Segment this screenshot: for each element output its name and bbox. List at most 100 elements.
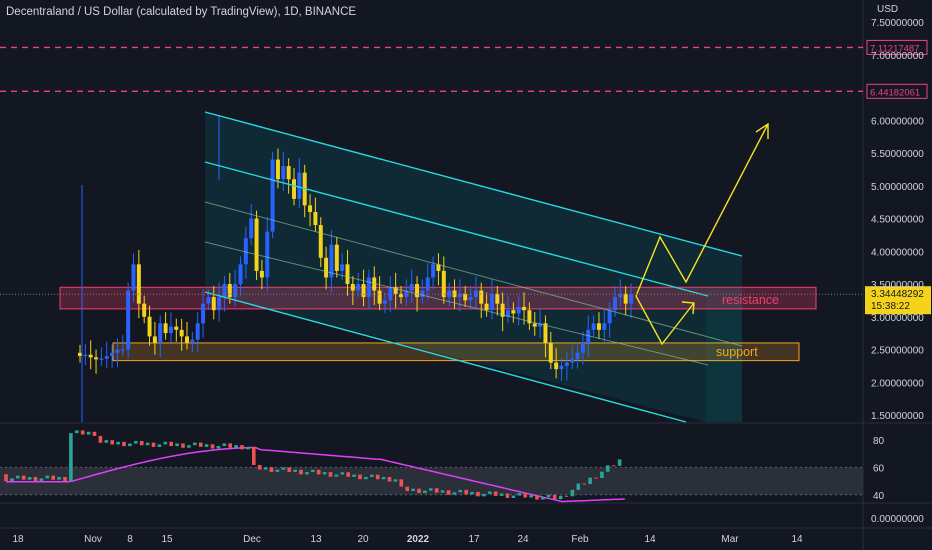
rsi-candle <box>45 475 50 479</box>
rsi-candle <box>116 441 120 445</box>
candle-body <box>179 329 184 337</box>
candle-body <box>613 297 617 311</box>
rsi-candle <box>299 469 303 475</box>
candle-body <box>372 277 377 291</box>
candle-body <box>484 303 489 311</box>
rsi-candle <box>51 475 55 480</box>
candle-body <box>126 290 131 350</box>
candle-body <box>356 284 361 291</box>
channel-fill <box>205 112 742 422</box>
rsi-candle <box>216 445 221 449</box>
level-price-tag <box>866 39 928 55</box>
rsi-candle <box>452 492 457 495</box>
rsi-candle <box>63 476 67 482</box>
candle-body <box>195 323 200 340</box>
candle-body <box>190 339 195 343</box>
rsi-candle <box>57 476 61 480</box>
currency-label: USD <box>877 4 899 15</box>
time-tick-label: 18 <box>12 534 24 545</box>
rsi-candle <box>128 443 132 447</box>
rsi-candle <box>570 489 575 497</box>
candle-body <box>147 316 152 337</box>
rsi-candle <box>204 444 209 447</box>
candle-body <box>382 300 387 304</box>
time-tick-label: 24 <box>517 534 529 545</box>
rsi-candle <box>381 477 386 480</box>
candle-body <box>115 349 120 353</box>
rsi-candle <box>104 440 109 443</box>
rsi-candle <box>163 441 168 445</box>
candle-body <box>591 323 596 330</box>
rsi-candle <box>547 494 551 498</box>
rsi-candle <box>80 430 85 435</box>
time-tick-label: Feb <box>571 534 589 545</box>
rsi-candle <box>175 443 179 447</box>
candle-body <box>548 342 553 363</box>
resistance-label: resistance <box>722 293 779 307</box>
rsi-candle <box>558 495 563 500</box>
rsi-candle <box>181 443 185 448</box>
candle-body <box>431 264 436 278</box>
candle-body <box>345 264 350 284</box>
candle-body <box>623 293 628 304</box>
arrow-head <box>681 301 695 315</box>
candle-body <box>447 290 452 298</box>
rsi-candle <box>92 431 97 436</box>
candle-body <box>377 290 382 304</box>
level-price-tag <box>866 83 928 99</box>
bar-countdown-label: 15:38:22 <box>871 301 910 312</box>
candle-body <box>222 284 227 298</box>
candle-body <box>570 359 575 363</box>
candle-body <box>318 225 323 258</box>
price-tick-label: 7.50000000 <box>871 18 924 29</box>
candle-body <box>206 297 211 304</box>
candle-body <box>254 218 259 271</box>
candle-body <box>249 218 254 239</box>
candle-body <box>94 357 99 360</box>
candle-body <box>532 323 537 327</box>
rsi-candle <box>21 475 26 480</box>
candle-body <box>308 205 313 212</box>
rsi-candle <box>187 445 191 448</box>
candle-body <box>201 303 206 324</box>
candle-body <box>468 297 473 301</box>
candle-body <box>441 270 446 298</box>
price-tick-label: 3.50000000 <box>871 280 924 291</box>
candle-body <box>313 211 318 226</box>
rsi-candle <box>134 440 138 444</box>
rsi-candle <box>98 435 103 443</box>
rsi-candle <box>293 469 297 472</box>
rsi-candle <box>322 472 327 475</box>
rsi-candle <box>246 446 250 450</box>
rsi-candle <box>617 459 622 466</box>
rsi-candle <box>611 465 616 467</box>
candle-body <box>340 264 345 271</box>
rsi-candle <box>234 445 238 448</box>
channel-upper-line <box>204 111 743 257</box>
rsi-candle <box>411 488 415 492</box>
candle-body <box>265 231 270 278</box>
bullish-projection-arrow <box>635 123 769 297</box>
rsi-candle <box>252 446 256 465</box>
candle-body <box>238 264 243 284</box>
candle-body <box>580 342 585 353</box>
rsi-candle <box>151 442 156 447</box>
candle-body <box>259 270 264 278</box>
candle-body <box>543 323 548 343</box>
rsi-candle <box>517 493 522 496</box>
candle-body <box>158 323 163 343</box>
channel-lower-line <box>204 291 687 423</box>
level-price-label: 6.44182061 <box>870 87 920 98</box>
level-price-label: 7.11217487 <box>870 43 920 54</box>
rsi-candle <box>493 491 498 496</box>
rsi-candle <box>600 471 604 479</box>
candle-body <box>404 290 409 298</box>
rsi-candle <box>417 488 421 494</box>
candle-body <box>217 297 222 311</box>
rsi-candle <box>594 477 598 479</box>
candle-body <box>227 284 232 298</box>
candle-body <box>297 172 302 199</box>
candle-body <box>489 293 494 311</box>
rsi-candle <box>139 440 144 446</box>
